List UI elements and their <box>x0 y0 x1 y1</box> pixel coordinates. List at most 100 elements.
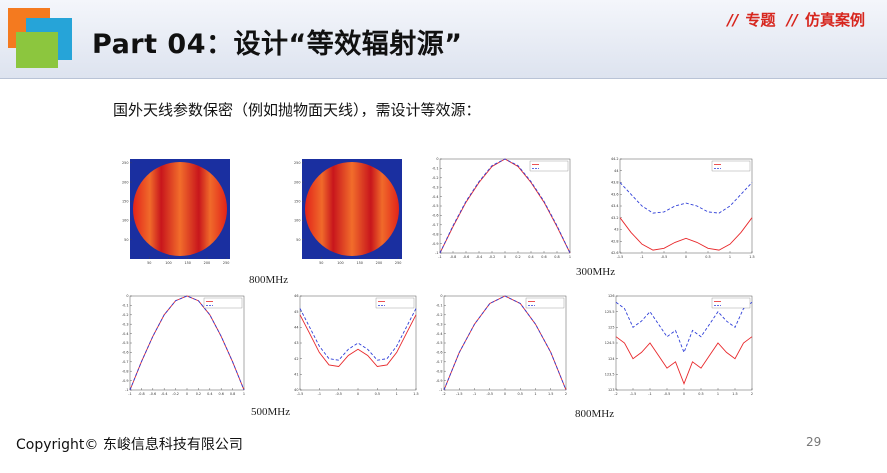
y-tick-label: 45 <box>294 310 298 314</box>
x-tick-label: 50 <box>147 261 151 265</box>
y-tick-label: 43.2 <box>611 216 619 220</box>
x-tick-label: -1.5 <box>297 392 304 396</box>
y-tick-label: 44 <box>294 326 298 330</box>
x-tick-label: 0.5 <box>518 392 523 396</box>
y-tick-label: 41 <box>294 373 298 377</box>
x-tick-label: -1 <box>438 255 441 259</box>
x-tick-label: 0.4 <box>207 392 212 396</box>
slide-subtitle: 国外天线参数保密（例如抛物面天线），需设计等效源： <box>113 101 481 119</box>
y-tick-label: 150 <box>294 200 300 204</box>
legend-box <box>203 297 243 309</box>
x-tick-label: 1 <box>534 392 536 396</box>
x-tick-label: 0.5 <box>375 392 380 396</box>
x-tick-label: 0.5 <box>698 392 703 396</box>
x-tick-label: 1.5 <box>749 255 754 259</box>
series-line-2 <box>439 158 571 254</box>
x-tick-label: 0.6 <box>541 255 546 259</box>
copyright-footer: Copyright© 东峻信息科技有限公司 <box>16 437 243 453</box>
plot-area <box>619 158 753 254</box>
y-tick-label: 0 <box>126 294 128 298</box>
y-tick-label: -0.2 <box>432 176 439 180</box>
y-tick-label: -0.5 <box>122 341 129 345</box>
x-tick-label: 0 <box>504 255 506 259</box>
x-tick-label: 0.2 <box>196 392 201 396</box>
y-tick-label: -1 <box>439 388 442 392</box>
plot-phase-2: -1.5 -1 -0.5 0 0.5 1 1.5 46 45 44 43 42 41 40 <box>280 287 422 403</box>
x-tick-label: -1.5 <box>630 392 637 396</box>
y-tick-label: 200 <box>122 180 128 184</box>
plot-phase-1: -1.5 -1 -0.5 0 0.5 1 1.5 44.2 44 43.8 43.6 43.4 43.2… <box>600 150 758 266</box>
legend-box <box>529 160 569 172</box>
plot-area <box>129 295 245 391</box>
y-tick-label: 43.8 <box>611 181 619 185</box>
x-tick-label: 150 <box>184 261 190 265</box>
x-tick-label: 200 <box>376 261 382 265</box>
y-tick-label: -0.6 <box>432 214 439 218</box>
x-tick-label: 150 <box>356 261 362 265</box>
y-tick-label: -0.9 <box>436 379 443 383</box>
x-tick-label: -2 <box>614 392 617 396</box>
freq-label-500mhz: 500MHz <box>251 406 291 418</box>
y-tick-label: 42.6 <box>611 251 619 255</box>
y-tick-label: 150 <box>122 200 128 204</box>
company-logo-icon <box>8 8 72 68</box>
y-tick-label: -0.3 <box>432 185 439 189</box>
y-tick-label: -0.6 <box>122 351 129 355</box>
x-tick-label: 0.2 <box>515 255 520 259</box>
x-tick-label: 250 <box>395 261 401 265</box>
y-tick-label: -0.8 <box>436 369 443 373</box>
plot-phase-3: -2 -1.5 -1 -0.5 0 0.5 1 1.5 2 126 125.5 125 124.5 124… <box>596 287 758 403</box>
x-tick-label: 100 <box>337 261 343 265</box>
x-tick-label: 0.4 <box>528 255 533 259</box>
x-tick-label: 0.5 <box>705 255 710 259</box>
y-tick-label: -0.5 <box>436 341 443 345</box>
y-tick-label: 50 <box>296 238 300 242</box>
freq-label-800mhz-b: 800MHz <box>575 408 615 420</box>
y-tick-label: -0.7 <box>436 360 443 364</box>
y-tick-label: -0.1 <box>432 167 439 171</box>
y-tick-label: 42.8 <box>611 239 619 243</box>
x-tick-label: 100 <box>165 261 171 265</box>
legend-box <box>711 297 751 309</box>
plot-heatmap-2: 50 100 150 200 250 50 100 150 200 250 <box>284 150 416 272</box>
x-tick-label: 0 <box>685 255 687 259</box>
x-tick-label: 0 <box>357 392 359 396</box>
freq-label-300mhz: 300MHz <box>576 266 616 278</box>
y-tick-label: -1 <box>125 388 128 392</box>
y-tick-label: -0.3 <box>122 322 129 326</box>
plot-area <box>439 158 571 254</box>
y-tick-label: -0.5 <box>432 204 439 208</box>
slide-title: Part 04：设计“等效辐射源” <box>92 29 463 60</box>
plot-amplitude-1: -1 -0.8 -0.6 -0.4 -0.2 0 0.2 0.4 0.6 0.8 1 0 -0.1 -0.… <box>420 150 576 266</box>
x-tick-label: -1 <box>648 392 651 396</box>
y-tick-label: 123.5 <box>605 373 615 377</box>
y-tick-label: -0.9 <box>432 242 439 246</box>
y-tick-label: 44.2 <box>611 157 619 161</box>
plot-amplitude-3: -2 -1.5 -1 -0.5 0 0.5 1 1.5 2 0 -0.1 -0.2 -0.3 -0.4 -0… <box>424 287 572 403</box>
plot-amplitude-2: -1 -0.8 -0.6 -0.4 -0.2 0 0.2 0.4 0.6 0.8 1 0 -0.1 -0.… <box>110 287 250 403</box>
y-tick-label: 200 <box>294 180 300 184</box>
y-tick-label: 125 <box>608 326 614 330</box>
x-tick-label: 0.8 <box>554 255 559 259</box>
y-tick-label: 50 <box>124 238 128 242</box>
y-tick-label: 125.5 <box>605 310 615 314</box>
x-tick-label: -1 <box>640 255 643 259</box>
x-tick-label: -0.6 <box>149 392 156 396</box>
y-tick-label: 0 <box>436 157 438 161</box>
y-tick-label: -0.2 <box>436 313 443 317</box>
x-tick-label: -0.5 <box>335 392 342 396</box>
x-tick-label: -0.5 <box>486 392 493 396</box>
y-tick-label: 250 <box>294 161 300 165</box>
legend-box <box>375 297 415 309</box>
y-tick-label: 40 <box>294 388 298 392</box>
tag-topic: 专题 <box>745 11 776 29</box>
y-tick-label: -0.7 <box>122 360 129 364</box>
x-tick-label: -1.5 <box>456 392 463 396</box>
legend-box <box>711 160 751 172</box>
y-tick-label: 124 <box>608 357 614 361</box>
x-tick-label: 1 <box>243 392 245 396</box>
y-tick-label: 123 <box>608 388 614 392</box>
y-tick-label: 42 <box>294 357 298 361</box>
freq-label-800mhz-a: 800MHz <box>249 274 289 286</box>
